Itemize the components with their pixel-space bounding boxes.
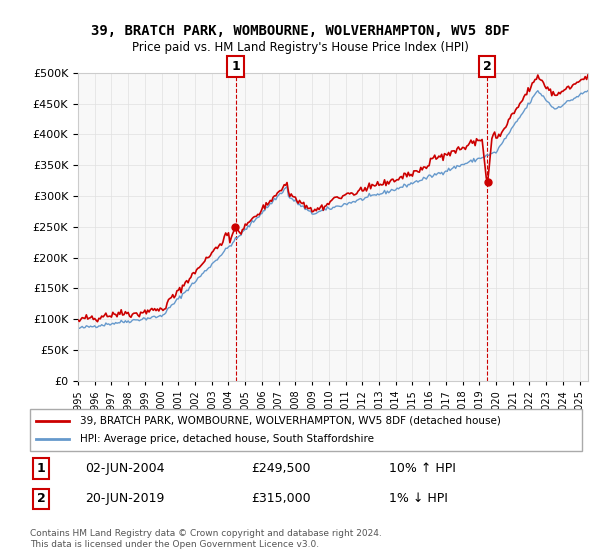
Text: 1% ↓ HPI: 1% ↓ HPI [389, 492, 448, 505]
Text: 39, BRATCH PARK, WOMBOURNE, WOLVERHAMPTON, WV5 8DF: 39, BRATCH PARK, WOMBOURNE, WOLVERHAMPTO… [91, 24, 509, 38]
Text: 1: 1 [37, 462, 46, 475]
Text: £249,500: £249,500 [251, 462, 310, 475]
Text: 39, BRATCH PARK, WOMBOURNE, WOLVERHAMPTON, WV5 8DF (detached house): 39, BRATCH PARK, WOMBOURNE, WOLVERHAMPTO… [80, 416, 500, 426]
Text: 02-JUN-2004: 02-JUN-2004 [85, 462, 164, 475]
Text: 20-JUN-2019: 20-JUN-2019 [85, 492, 164, 505]
Text: 2: 2 [483, 60, 491, 73]
Text: Price paid vs. HM Land Registry's House Price Index (HPI): Price paid vs. HM Land Registry's House … [131, 41, 469, 54]
FancyBboxPatch shape [30, 409, 582, 451]
Text: Contains HM Land Registry data © Crown copyright and database right 2024.
This d: Contains HM Land Registry data © Crown c… [30, 529, 382, 549]
Text: HPI: Average price, detached house, South Staffordshire: HPI: Average price, detached house, Sout… [80, 434, 374, 444]
Text: 2: 2 [37, 492, 46, 505]
Text: 10% ↑ HPI: 10% ↑ HPI [389, 462, 455, 475]
Text: 1: 1 [231, 60, 240, 73]
Text: £315,000: £315,000 [251, 492, 310, 505]
